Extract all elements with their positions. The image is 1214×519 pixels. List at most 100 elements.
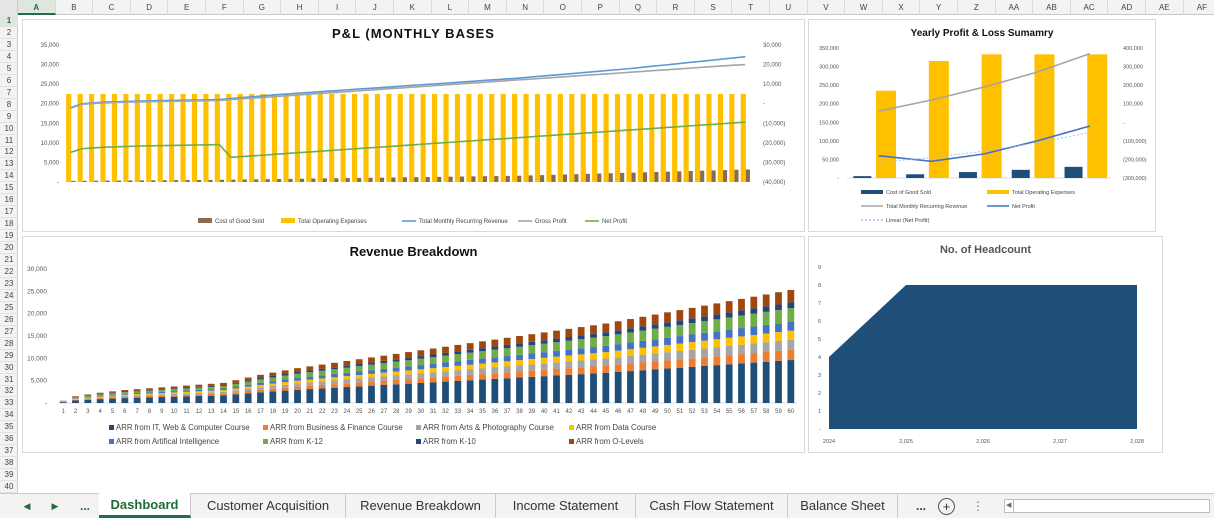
revenue-bar-segment	[282, 380, 289, 383]
prev-sheet-button[interactable]: ◀	[16, 494, 38, 519]
row-header-30[interactable]: 30	[0, 362, 18, 374]
column-header-b[interactable]: B	[56, 0, 94, 15]
row-header-12[interactable]: 12	[0, 146, 18, 158]
select-all-corner[interactable]	[0, 0, 18, 15]
column-header-aa[interactable]: AA	[996, 0, 1034, 15]
column-header-ac[interactable]: AC	[1071, 0, 1109, 15]
row-header-20[interactable]: 20	[0, 242, 18, 254]
column-header-o[interactable]: O	[544, 0, 582, 15]
tab-cash-flow-statement[interactable]: Cash Flow Statement	[636, 494, 788, 518]
row-header-3[interactable]: 3	[0, 39, 18, 51]
column-header-c[interactable]: C	[93, 0, 131, 15]
column-header-ae[interactable]: AE	[1146, 0, 1184, 15]
row-header-25[interactable]: 25	[0, 302, 18, 314]
tab-income-statement[interactable]: Income Statement	[496, 494, 636, 518]
column-header-w[interactable]: W	[845, 0, 883, 15]
column-header-v[interactable]: V	[808, 0, 846, 15]
row-header-4[interactable]: 4	[0, 51, 18, 63]
sheet-options-icon[interactable]: ⋮	[972, 494, 984, 519]
scroll-left-icon[interactable]: ◀	[1006, 500, 1014, 512]
row-header-6[interactable]: 6	[0, 75, 18, 87]
row-header-22[interactable]: 22	[0, 266, 18, 278]
next-sheet-button[interactable]: ▶	[44, 494, 66, 519]
row-header-26[interactable]: 26	[0, 314, 18, 326]
column-header-f[interactable]: F	[206, 0, 244, 15]
row-header-23[interactable]: 23	[0, 278, 18, 290]
add-sheet-button[interactable]: +	[938, 498, 955, 515]
horizontal-scrollbar[interactable]: ◀	[1004, 499, 1210, 513]
tab-revenue-breakdown[interactable]: Revenue Breakdown	[346, 494, 496, 518]
row-header-31[interactable]: 31	[0, 374, 18, 386]
row-header-32[interactable]: 32	[0, 385, 18, 397]
row-header-16[interactable]: 16	[0, 194, 18, 206]
row-header-2[interactable]: 2	[0, 27, 18, 39]
row-header-36[interactable]: 36	[0, 433, 18, 445]
row-header-17[interactable]: 17	[0, 206, 18, 218]
row-header-10[interactable]: 10	[0, 123, 18, 135]
row-header-13[interactable]: 13	[0, 158, 18, 170]
row-header-7[interactable]: 7	[0, 87, 18, 99]
row-header-28[interactable]: 28	[0, 338, 18, 350]
row-header-35[interactable]: 35	[0, 421, 18, 433]
revenue-bar-segment	[689, 367, 696, 403]
row-header-18[interactable]: 18	[0, 218, 18, 230]
column-header-d[interactable]: D	[131, 0, 169, 15]
column-header-t[interactable]: T	[732, 0, 770, 15]
row-header-27[interactable]: 27	[0, 326, 18, 338]
revenue-bar-segment	[615, 344, 622, 351]
column-header-a[interactable]: A	[18, 0, 56, 15]
column-header-e[interactable]: E	[168, 0, 206, 15]
row-header-40[interactable]: 40	[0, 481, 18, 493]
column-header-g[interactable]: G	[244, 0, 282, 15]
tab-balance-sheet[interactable]: Balance Sheet	[788, 494, 898, 518]
column-header-p[interactable]: P	[582, 0, 620, 15]
column-header-x[interactable]: X	[883, 0, 921, 15]
column-header-l[interactable]: L	[432, 0, 470, 15]
column-header-k[interactable]: K	[394, 0, 432, 15]
row-header-5[interactable]: 5	[0, 63, 18, 75]
row-header-1[interactable]: 1	[0, 15, 18, 27]
column-header-r[interactable]: R	[657, 0, 695, 15]
row-header-19[interactable]: 19	[0, 230, 18, 242]
column-header-ad[interactable]: AD	[1108, 0, 1146, 15]
column-header-h[interactable]: H	[281, 0, 319, 15]
column-header-z[interactable]: Z	[958, 0, 996, 15]
row-header-14[interactable]: 14	[0, 170, 18, 182]
row-header-9[interactable]: 9	[0, 111, 18, 123]
tab-customer-acquisition[interactable]: Customer Acquisition	[191, 494, 346, 518]
row-header-21[interactable]: 21	[0, 254, 18, 266]
row-header-24[interactable]: 24	[0, 290, 18, 302]
column-header-q[interactable]: Q	[620, 0, 658, 15]
column-header-j[interactable]: J	[356, 0, 394, 15]
column-header-n[interactable]: N	[507, 0, 545, 15]
row-header-33[interactable]: 33	[0, 397, 18, 409]
column-header-i[interactable]: I	[319, 0, 357, 15]
more-sheets-right-button[interactable]: ...	[910, 494, 932, 519]
revenue-bar-segment	[479, 374, 486, 380]
column-header-af[interactable]: AF	[1184, 0, 1214, 15]
row-header-8[interactable]: 8	[0, 99, 18, 111]
revenue-bar-segment	[750, 335, 757, 344]
column-header-u[interactable]: U	[770, 0, 808, 15]
row-header-15[interactable]: 15	[0, 182, 18, 194]
row-header-29[interactable]: 29	[0, 350, 18, 362]
revenue-bar-segment	[454, 381, 461, 403]
column-header-y[interactable]: Y	[920, 0, 958, 15]
row-header-37[interactable]: 37	[0, 445, 18, 457]
tab-dashboard[interactable]: Dashboard	[99, 493, 191, 518]
more-sheets-left-button[interactable]: ...	[74, 494, 96, 519]
row-header-34[interactable]: 34	[0, 409, 18, 421]
column-header-ab[interactable]: AB	[1033, 0, 1071, 15]
column-header-m[interactable]: M	[469, 0, 507, 15]
revenue-bar-segment	[565, 341, 572, 350]
row-header-38[interactable]: 38	[0, 457, 18, 469]
row-header-39[interactable]: 39	[0, 469, 18, 481]
row-header-11[interactable]: 11	[0, 135, 18, 147]
column-header-s[interactable]: S	[695, 0, 733, 15]
revenue-bar-segment	[528, 345, 535, 353]
revenue-bar-segment	[565, 368, 572, 375]
